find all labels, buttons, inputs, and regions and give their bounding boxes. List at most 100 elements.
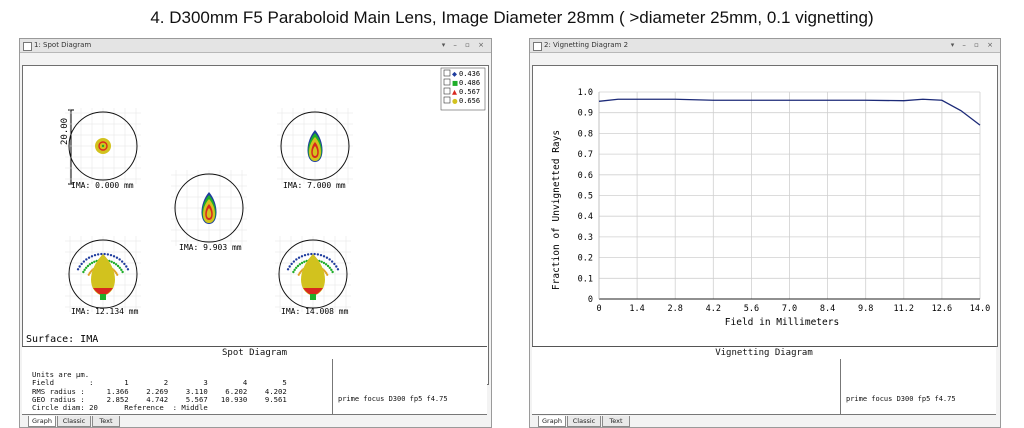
info-divider [332,359,333,414]
airy-circle [280,111,350,181]
legend-checkbox [443,87,451,95]
spot-window-titlebar[interactable]: 1: Spot Diagram ▾ – ▫ × [20,39,491,53]
tab-text[interactable]: Text [602,416,630,427]
scale-bar [68,109,74,185]
spot-field-2 [171,170,247,246]
spot-diagram-window: 1: Spot Diagram ▾ – ▫ × 20.00 IMA: 0.000… [19,38,492,428]
spot-blue-dot [120,260,124,263]
spot-blue-dot [96,253,100,256]
spot-green-dot [118,266,121,269]
spot-blue-dot [313,252,316,256]
spot-green-dot [85,266,88,269]
x-tick-label: 8.4 [820,304,835,314]
spot-blue-dot [126,268,130,271]
spot-green-dot [293,268,296,272]
window-controls[interactable]: ▾ – ▫ × [950,41,996,49]
y-tick-label: 0.5 [578,192,593,202]
spot-blue-dot [292,260,296,263]
spot-note: prime focus D300 fp5 f4.75 [338,395,448,403]
spot-green-dot [324,263,328,266]
window-controls[interactable]: ▾ – ▫ × [441,41,487,49]
x-axis-label: Field in Millimeters [725,317,839,328]
vignetting-note: prime focus D300 fp5 f4.75 [846,395,956,403]
info-divider [840,359,841,414]
tab-graph[interactable]: Graph [28,416,56,427]
spot-green-dot [114,263,118,266]
spot-green-dot [86,264,90,268]
legend-label: 0.567 [459,88,480,96]
spot-blue-dot [328,258,331,261]
spot-green-dot [296,264,300,268]
tab-classic[interactable]: Classic [57,416,91,427]
spot-blue-dot [112,255,116,258]
legend-checkbox [443,96,451,104]
spot-blue-dot [290,262,293,266]
spot-blue-dot [118,258,121,261]
field-label-4: IMA: 12.134 mm [71,307,139,316]
spot-field-3 [277,108,353,184]
spot-caption: Spot Diagram [22,346,487,360]
spot-field-4 [65,236,141,312]
spot-blue-dot [85,258,88,261]
y-axis-label: Fraction of Unvignetted Rays [551,130,562,290]
spot-green-dot [83,268,86,272]
spot-green-dot [331,270,334,274]
spot-blue-dot [80,262,83,266]
x-tick-label: 2.8 [668,304,683,314]
spot-blue-dot [106,253,110,256]
tab-graph[interactable]: Graph [538,416,566,427]
spot-green-dot [88,263,92,266]
spot-red [98,141,108,151]
legend-checkbox [443,69,451,77]
field-label-3: IMA: 7.000 mm [283,181,346,190]
x-tick-label: 14.0 [970,304,990,314]
x-tick-labels: 0 1.4 2.8 4.2 5.6 7.0 8.4 9.8 11.2 12.6 14.0 [596,304,990,314]
field-label-5: IMA: 14.008 mm [281,307,349,316]
y-tick-label: 0 [588,295,593,305]
y-tick-label: 0.7 [578,150,593,160]
vignetting-info-box: prime focus D300 fp5 f4.75 [532,359,996,415]
y-tick-label: 0.6 [578,171,593,181]
x-tick-label: 7.0 [782,304,797,314]
spot-blue-dot [100,252,103,256]
spot-green-dot [330,268,333,272]
airy-circle [278,239,348,309]
y-tick-label: 0.2 [578,254,593,264]
window-icon [533,42,542,51]
x-tick-label: 1.4 [629,304,644,314]
spot-blue-dot [125,265,128,268]
chart-grid [598,91,981,300]
spot-blue-dot [76,268,80,271]
spot-orange-dot [115,272,118,275]
surface-label: Surface: IMA [26,334,98,345]
vignetting-tabs: Graph Classic Text [538,416,738,427]
spot-blue-dot [319,253,323,257]
x-tick-label: 0 [596,304,601,314]
vignetting-chart-svg: 1.0 0.9 0.8 0.7 0.6 0.5 0.4 0.3 0.2 0.1 0 0 1.4 2.8 4… [551,88,990,328]
field-label-1: IMA: 0.000 mm [71,181,134,190]
spot-blue-dot [330,260,334,263]
wavelength-legend: ◆ 0.436■ 0.486▲ 0.567● 0.656 [440,67,486,111]
spot-green-dot [120,268,123,272]
x-tick-label: 4.2 [706,304,721,314]
spot-blue-dot [288,265,291,268]
spot-blue-dot [286,268,290,271]
series-group [598,98,981,126]
spot-blue-dot [295,258,298,261]
spot-green-dot [300,261,304,265]
vignetting-window-titlebar[interactable]: 2: Vignetting Diagram 2 ▾ – ▫ × [530,39,1000,53]
tab-classic[interactable]: Classic [567,416,601,427]
spot-groups [65,108,353,312]
x-tick-label: 9.8 [858,304,873,314]
y-tick-label: 0.8 [578,129,593,139]
tab-text[interactable]: Text [92,416,120,427]
y-tick-label: 0.4 [578,212,593,222]
legend-marker: ■ [452,79,458,87]
spot-blue-dot [322,255,326,258]
spot-blue-dot [310,252,313,256]
spot-orange-dot [116,273,119,276]
spot-orange-dot [87,273,90,276]
spot-field-5 [275,236,351,312]
spot-blue-dot [78,265,81,268]
x-tick-label: 11.2 [894,304,914,314]
